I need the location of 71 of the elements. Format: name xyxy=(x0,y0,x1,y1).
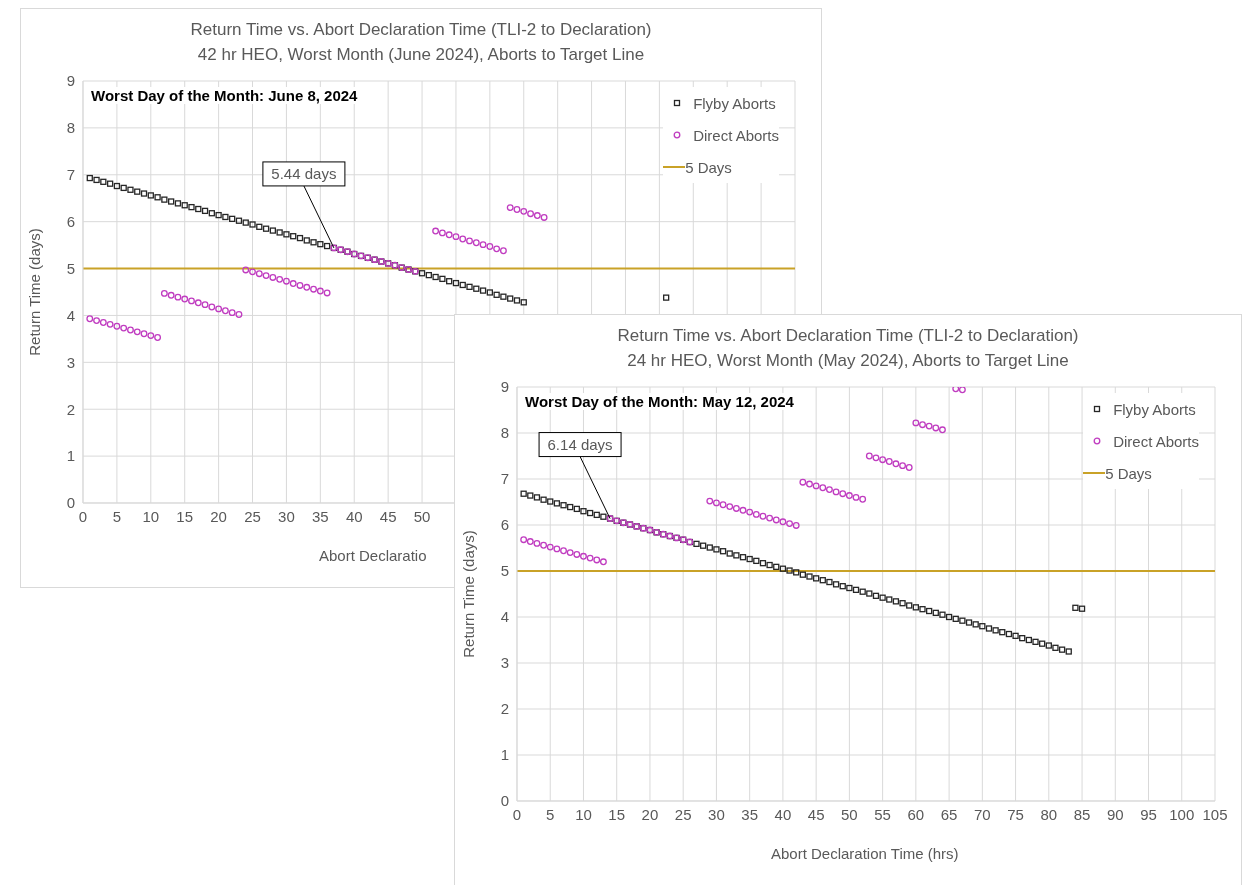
x-tick-label: 40 xyxy=(774,805,792,823)
chart-subtitle: 42 hr HEO, Worst Month (June 2024), Aborts to Target Line xyxy=(196,44,646,66)
y-tick-label: 6 xyxy=(66,212,75,230)
x-tick-label: 80 xyxy=(1040,805,1058,823)
legend-label: Direct Aborts xyxy=(1113,432,1199,450)
chart-title: Return Time vs. Abort Declaration Time (TLI-2 to Declaration) xyxy=(616,325,1080,347)
legend-label: 5 Days xyxy=(685,158,732,176)
y-tick-label: 1 xyxy=(500,746,509,764)
legend-label: Direct Aborts xyxy=(693,126,779,144)
x-tick-label: 50 xyxy=(413,507,431,525)
x-tick-label: 15 xyxy=(608,805,626,823)
x-tick-label: 25 xyxy=(674,805,692,823)
legend-label: Flyby Aborts xyxy=(693,94,776,112)
x-tick-label: 20 xyxy=(210,507,227,525)
x-tick-label: 30 xyxy=(278,507,295,525)
y-tick-label: 0 xyxy=(500,792,509,810)
x-tick-label: 95 xyxy=(1140,805,1157,823)
legend-label: 5 Days xyxy=(1105,464,1152,482)
legend-label: Flyby Aborts xyxy=(1113,400,1196,418)
x-tick-label: 5 xyxy=(112,507,122,525)
annotation: Worst Day of the Month: June 8, 2024 xyxy=(91,87,358,104)
x-axis-title: Abort Declaratio xyxy=(319,547,427,564)
y-tick-label: 0 xyxy=(66,494,75,512)
y-tick-label: 9 xyxy=(66,72,75,90)
chart-subtitle: 24 hr HEO, Worst Month (May 2024), Aborts to Target Line xyxy=(626,350,1070,372)
x-tick-label: 0 xyxy=(512,805,522,823)
x-tick-label: 90 xyxy=(1106,805,1124,823)
y-tick-label: 9 xyxy=(500,378,509,396)
y-tick-label: 4 xyxy=(500,608,509,626)
annotation: 6.14 days xyxy=(547,435,613,453)
chart-title: Return Time vs. Abort Declaration Time (TLI-2 to Declaration) xyxy=(189,19,653,41)
y-tick-label: 5 xyxy=(66,259,75,277)
y-axis-title: Return Time (days) xyxy=(460,530,478,658)
x-tick-label: 15 xyxy=(176,507,194,525)
x-tick-label: 60 xyxy=(907,805,925,823)
x-tick-label: 100 xyxy=(1169,805,1195,823)
y-tick-label: 4 xyxy=(66,306,75,324)
y-tick-label: 1 xyxy=(66,447,75,465)
y-tick-label: 7 xyxy=(66,166,75,184)
x-tick-label: 85 xyxy=(1073,805,1091,823)
x-tick-label: 50 xyxy=(841,805,858,823)
y-tick-label: 8 xyxy=(500,424,509,442)
x-tick-label: 5 xyxy=(546,805,555,823)
y-tick-label: 6 xyxy=(500,516,509,534)
x-tick-label: 45 xyxy=(379,507,397,525)
y-axis-title: Return Time (days) xyxy=(26,228,44,356)
y-tick-label: 7 xyxy=(500,470,509,488)
x-tick-label: 35 xyxy=(741,805,759,823)
x-tick-label: 45 xyxy=(807,805,825,823)
x-tick-label: 65 xyxy=(940,805,958,823)
y-tick-label: 3 xyxy=(66,353,75,371)
x-tick-label: 35 xyxy=(311,507,329,525)
annotation: 5.44 days xyxy=(271,164,337,182)
y-tick-label: 5 xyxy=(500,562,509,580)
x-tick-label: 75 xyxy=(1007,805,1024,823)
x-tick-label: 10 xyxy=(142,507,160,525)
annotation: Worst Day of the Month: May 12, 2024 xyxy=(525,393,794,410)
y-tick-label: 3 xyxy=(500,654,509,672)
y-tick-label: 2 xyxy=(66,400,75,418)
x-tick-label: 55 xyxy=(874,805,891,823)
y-tick-label: 2 xyxy=(500,700,509,718)
x-tick-label: 105 xyxy=(1202,805,1228,823)
x-tick-label: 25 xyxy=(244,507,261,525)
x-tick-label: 0 xyxy=(78,507,88,525)
x-tick-label: 30 xyxy=(708,805,725,823)
x-tick-label: 70 xyxy=(973,805,991,823)
x-tick-label: 40 xyxy=(345,507,363,525)
x-tick-label: 20 xyxy=(641,805,659,823)
x-tick-label: 10 xyxy=(575,805,592,823)
y-tick-label: 8 xyxy=(66,119,75,137)
x-axis-title: Abort Declaration Time (hrs) xyxy=(771,845,959,862)
